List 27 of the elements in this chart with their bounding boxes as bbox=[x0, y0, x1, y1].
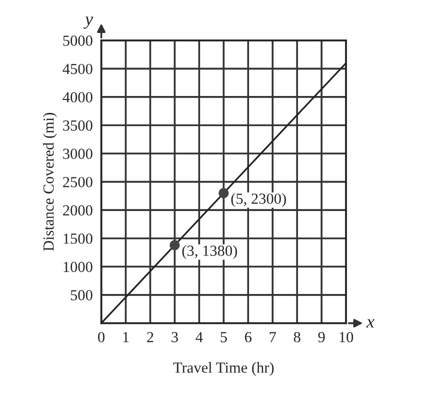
x-tick-label: 6 bbox=[244, 332, 252, 342]
x-axis-title: Travel Time (hr) bbox=[173, 362, 274, 376]
y-tick-label: 5000 bbox=[63, 36, 92, 46]
y-tick-label: 1500 bbox=[64, 234, 92, 244]
x-tick-label: 3 bbox=[172, 332, 178, 342]
annotation: (3, 1380) bbox=[182, 245, 237, 260]
y-tick-label: 2000 bbox=[63, 205, 92, 216]
y-axis-title: Distance Covered (mi) bbox=[42, 112, 57, 251]
x-tick-label: 7 bbox=[270, 332, 276, 342]
y-tick-label: 1000 bbox=[64, 262, 92, 272]
x-tick-label: 9 bbox=[318, 332, 325, 342]
x-tick-label: 1 bbox=[123, 332, 129, 342]
x-tick-label: 4 bbox=[196, 332, 203, 342]
y-tick-label: 3500 bbox=[63, 120, 92, 131]
x-tick-label: 0 bbox=[98, 332, 105, 342]
y-tick-label: 4500 bbox=[62, 64, 92, 74]
x-tick-label: 10 bbox=[340, 332, 354, 342]
y-tick-label: 500 bbox=[70, 290, 92, 300]
x-tick-label: 5 bbox=[220, 332, 227, 342]
annotation: (5, 2300) bbox=[231, 193, 286, 207]
y-tick-label: 3000 bbox=[63, 148, 92, 159]
x-tick-label: 2 bbox=[147, 332, 154, 342]
x-tick-label: 8 bbox=[294, 332, 300, 342]
text: y bbox=[84, 16, 94, 29]
y-tick-label: 2500 bbox=[63, 176, 92, 188]
y-tick-label: 4000 bbox=[62, 92, 92, 102]
text: x bbox=[366, 319, 374, 328]
